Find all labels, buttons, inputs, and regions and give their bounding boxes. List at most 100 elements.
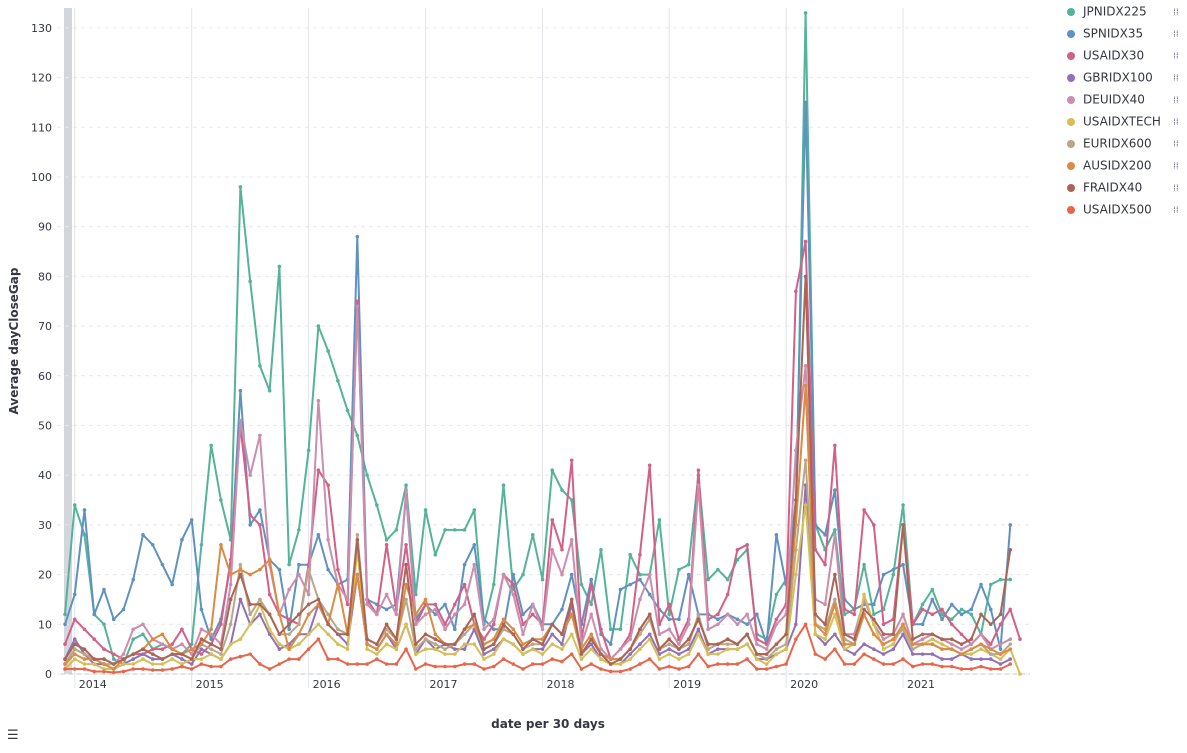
data-point bbox=[501, 657, 506, 661]
data-point bbox=[530, 602, 535, 607]
legend-menu-icon[interactable]: ⁞⁞ bbox=[1173, 118, 1179, 128]
legend-menu-icon[interactable]: ⁞⁞ bbox=[1173, 30, 1179, 40]
data-point bbox=[745, 542, 749, 547]
data-point bbox=[394, 662, 399, 666]
legend-swatch[interactable] bbox=[1067, 96, 1075, 104]
data-point bbox=[794, 498, 798, 502]
data-point bbox=[355, 538, 360, 542]
legend-toggle-icon[interactable]: ☰ bbox=[7, 728, 19, 743]
legend-menu-icon[interactable]: ⁞⁞ bbox=[1173, 184, 1179, 194]
legend-menu-icon[interactable]: ⁞⁞ bbox=[1173, 8, 1179, 18]
data-point bbox=[277, 647, 282, 651]
data-point bbox=[550, 642, 555, 646]
data-point bbox=[462, 647, 467, 651]
legend-swatch[interactable] bbox=[1067, 118, 1075, 126]
data-point bbox=[969, 667, 974, 671]
data-point bbox=[267, 632, 272, 637]
legend-menu-icon[interactable]: ⁞⁞ bbox=[1173, 74, 1179, 84]
data-point bbox=[745, 642, 749, 646]
data-point bbox=[696, 632, 701, 637]
legend-label[interactable]: EURIDX600 bbox=[1083, 137, 1152, 151]
data-point bbox=[82, 662, 87, 666]
data-point bbox=[988, 607, 993, 612]
data-point bbox=[589, 642, 594, 646]
data-point bbox=[628, 667, 633, 671]
data-point bbox=[716, 652, 720, 656]
legend-menu-icon[interactable]: ⁞⁞ bbox=[1173, 162, 1179, 172]
legend-label[interactable]: FRAIDX40 bbox=[1083, 181, 1142, 195]
data-point bbox=[170, 652, 174, 656]
data-point bbox=[199, 642, 204, 646]
legend-label[interactable]: USAIDX500 bbox=[1083, 203, 1152, 217]
data-point bbox=[647, 657, 652, 661]
data-point bbox=[706, 664, 710, 669]
data-point bbox=[930, 642, 935, 646]
data-point bbox=[287, 657, 291, 661]
data-point bbox=[375, 652, 379, 656]
data-point bbox=[823, 622, 827, 627]
legend-menu-icon[interactable]: ⁞⁞ bbox=[1173, 140, 1179, 150]
data-point bbox=[677, 647, 681, 651]
data-point bbox=[560, 659, 564, 664]
data-point bbox=[677, 667, 681, 671]
legend-swatch[interactable] bbox=[1067, 30, 1075, 38]
legend-label[interactable]: USAIDX30 bbox=[1083, 49, 1144, 63]
data-point bbox=[618, 662, 623, 666]
data-point bbox=[803, 239, 808, 244]
data-point bbox=[569, 597, 574, 602]
data-point bbox=[657, 667, 662, 671]
legend-swatch[interactable] bbox=[1067, 184, 1075, 192]
data-point bbox=[160, 642, 165, 646]
legend-label[interactable]: GBRIDX100 bbox=[1083, 71, 1153, 85]
legend-swatch[interactable] bbox=[1067, 140, 1075, 148]
legend-swatch[interactable] bbox=[1067, 206, 1075, 214]
data-point bbox=[345, 647, 350, 651]
data-point bbox=[589, 662, 594, 666]
data-point bbox=[355, 299, 360, 304]
data-point bbox=[969, 607, 974, 612]
legend-swatch[interactable] bbox=[1067, 162, 1075, 170]
legend-label[interactable]: USAIDXTECH bbox=[1083, 115, 1161, 129]
data-point bbox=[189, 647, 194, 651]
data-point bbox=[569, 538, 574, 542]
legend-menu-icon[interactable]: ⁞⁞ bbox=[1173, 52, 1179, 62]
legend-label[interactable]: SPNIDX35 bbox=[1083, 27, 1143, 41]
data-point bbox=[219, 498, 223, 502]
legend-label[interactable]: JPNIDX225 bbox=[1082, 5, 1147, 19]
data-point bbox=[414, 642, 418, 646]
data-point bbox=[287, 587, 291, 592]
data-point bbox=[404, 582, 408, 587]
legend-swatch[interactable] bbox=[1067, 52, 1075, 60]
data-point bbox=[608, 669, 613, 674]
data-point bbox=[336, 632, 340, 637]
data-point bbox=[833, 533, 837, 537]
data-point bbox=[881, 637, 886, 642]
data-point bbox=[219, 657, 223, 661]
data-point bbox=[794, 622, 798, 627]
legend-swatch[interactable] bbox=[1067, 74, 1075, 82]
data-point bbox=[560, 607, 564, 612]
legend-menu-icon[interactable]: ⁞⁞ bbox=[1173, 206, 1179, 216]
data-point bbox=[394, 647, 399, 651]
data-point bbox=[521, 647, 525, 651]
data-point bbox=[287, 562, 291, 567]
data-point bbox=[141, 632, 145, 637]
data-point bbox=[872, 612, 876, 617]
data-point bbox=[355, 234, 360, 239]
data-point bbox=[872, 632, 876, 637]
legend-swatch[interactable] bbox=[1067, 8, 1075, 16]
y-tick-label: 80 bbox=[38, 270, 52, 283]
legend-label[interactable]: AUSIDX200 bbox=[1083, 159, 1152, 173]
legend-label[interactable]: DEUIDX40 bbox=[1083, 93, 1145, 107]
data-point bbox=[852, 652, 857, 656]
data-point bbox=[501, 637, 506, 642]
data-point bbox=[803, 503, 808, 507]
data-point bbox=[940, 664, 944, 669]
data-point bbox=[404, 542, 408, 547]
legend-menu-icon[interactable]: ⁞⁞ bbox=[1173, 96, 1179, 106]
y-tick-label: 70 bbox=[38, 320, 52, 333]
data-point bbox=[131, 667, 136, 671]
data-point bbox=[735, 647, 740, 651]
data-point bbox=[384, 542, 389, 547]
brush-edge bbox=[64, 8, 72, 674]
